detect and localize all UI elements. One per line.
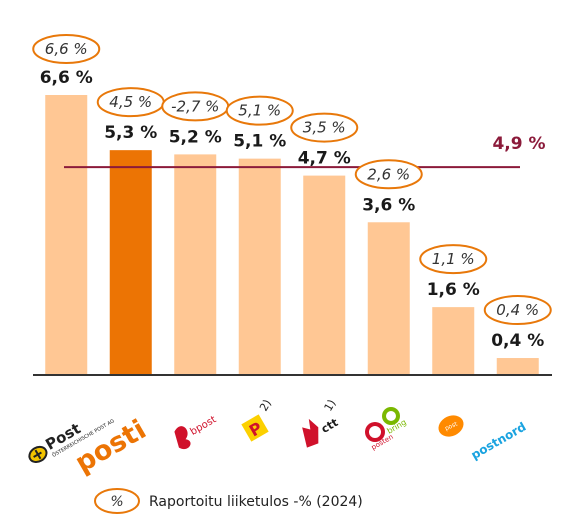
reported-label-6: 2,6 % xyxy=(354,159,423,190)
reported-label-7: 1,1 % xyxy=(419,244,488,275)
reported-text-1: 6,6 % xyxy=(45,40,88,58)
ctt-horse-icon xyxy=(302,418,319,448)
logo-ctt-text: ctt xyxy=(319,416,340,436)
value-label-6: 3,6 % xyxy=(362,195,415,215)
logo-bpost: bpost xyxy=(174,414,219,449)
logo-postnord: postnord xyxy=(469,420,529,463)
reported-text-8: 0,4 % xyxy=(496,301,539,319)
value-label-5: 4,7 % xyxy=(298,149,351,169)
bar-6 xyxy=(367,222,410,375)
bar-8 xyxy=(496,358,539,375)
bar-3 xyxy=(174,154,217,375)
reported-label-3: -2,7 % xyxy=(161,91,230,122)
reported-oval-7 xyxy=(419,244,488,275)
bar-5 xyxy=(303,175,346,375)
footnote-marker-4: 2) xyxy=(257,397,274,413)
value-label-8: 0,4 % xyxy=(491,331,544,351)
reported-text-6: 2,6 % xyxy=(367,165,410,183)
value-label-3: 5,2 % xyxy=(169,127,222,147)
logo-swiss-post: P xyxy=(241,414,269,442)
bar-2 xyxy=(109,150,152,375)
bpost-horn-icon xyxy=(174,426,191,449)
reported-text-4: 5,1 % xyxy=(238,102,281,120)
logo-ctt: ctt xyxy=(302,416,340,448)
reported-label-4: 5,1 % xyxy=(225,95,294,126)
value-label-1: 6,6 % xyxy=(40,68,93,88)
reported-oval-8 xyxy=(483,295,552,326)
footnote-marker-5: 1) xyxy=(322,397,339,413)
logo-bpost-text: bpost xyxy=(189,414,219,438)
average-label: 4,9 % xyxy=(492,134,545,154)
legend: % Raportoitu liiketulos -% (2024) xyxy=(94,488,363,514)
reported-text-3: -2,7 % xyxy=(171,97,219,115)
reported-text-5: 3,5 % xyxy=(303,119,346,137)
reported-oval-6 xyxy=(354,159,423,190)
post-horn-icon xyxy=(28,445,48,464)
reported-text-2: 4,5 % xyxy=(109,93,152,111)
reported-oval-5 xyxy=(290,112,359,143)
legend-symbol: % xyxy=(110,494,123,510)
value-label-7: 1,6 % xyxy=(427,280,480,300)
legend-label: Raportoitu liiketulos -% (2024) xyxy=(149,494,363,510)
bar-4 xyxy=(238,158,281,375)
reported-label-2: 4,5 % xyxy=(96,87,165,118)
reported-oval-1 xyxy=(32,34,101,64)
reported-oval-4 xyxy=(225,95,294,126)
reported-label-1: 6,6 % xyxy=(32,34,101,64)
reported-label-8: 0,4 % xyxy=(483,295,552,326)
logo-postnl: post xyxy=(438,415,464,437)
value-label-2: 5,3 % xyxy=(104,123,157,143)
bar-1 xyxy=(45,95,88,375)
bar-7 xyxy=(432,307,475,375)
logo-postnord-text: postnord xyxy=(469,420,529,463)
reported-label-5: 3,5 % xyxy=(290,112,359,143)
reported-text-7: 1,1 % xyxy=(432,250,475,268)
logo-posten-bring: posten bring xyxy=(365,407,408,452)
value-label-4: 5,1 % xyxy=(233,132,286,152)
legend-oval-icon xyxy=(94,488,140,514)
